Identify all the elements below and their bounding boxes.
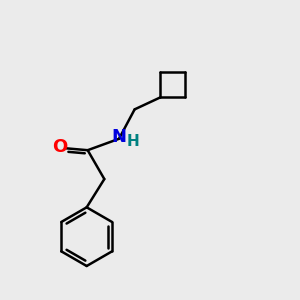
- Text: N: N: [112, 128, 127, 146]
- Text: H: H: [127, 134, 140, 149]
- Text: O: O: [52, 138, 68, 156]
